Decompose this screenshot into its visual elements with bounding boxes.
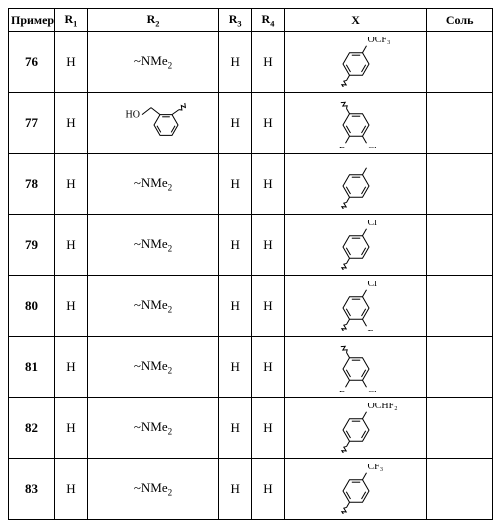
table-row: 82H~NMe2HHOCHF₂ [9,398,493,459]
svg-text:F: F [339,390,345,392]
table-row: 79H~NMe2HHCl [9,215,493,276]
cell-r3: H [219,154,252,215]
cell-x: OCHF₂ [284,398,426,459]
svg-text:Cl: Cl [367,146,377,148]
cell-r3: H [219,215,252,276]
cell-salt [427,154,493,215]
cell-r1: H [54,398,87,459]
cell-salt [427,32,493,93]
header-r4: R4 [252,9,285,32]
cell-x [284,154,426,215]
svg-text:F: F [339,146,345,148]
cell-salt [427,398,493,459]
compound-table: Пример R1 R2 R3 R4 X Соль 76H~NMe2HHOCF₃… [8,8,493,520]
table-row: 81H~NMe2HHFCl [9,337,493,398]
svg-text:CF₃: CF₃ [367,464,383,472]
cell-primer: 79 [9,215,55,276]
cell-x: F Cl [284,93,426,154]
svg-text:Cl: Cl [367,220,377,228]
cell-r4: H [252,337,285,398]
svg-text:Cl: Cl [367,390,377,392]
cell-r1: H [54,215,87,276]
header-r3: R3 [219,9,252,32]
cell-r4: H [252,398,285,459]
cell-primer: 82 [9,398,55,459]
cell-r3: H [219,337,252,398]
cell-r1: H [54,337,87,398]
cell-x: OCF₃ [284,32,426,93]
cell-r4: H [252,215,285,276]
cell-r1: H [54,32,87,93]
cell-r2: ~NMe2 [87,154,218,215]
cell-r1: H [54,93,87,154]
cell-r2: ~NMe2 [87,215,218,276]
cell-x: CF₃ [284,459,426,520]
cell-r2: ~NMe2 [87,276,218,337]
cell-salt [427,337,493,398]
svg-text:OCF₃: OCF₃ [367,37,390,45]
table-row: 77HHOHHFCl [9,93,493,154]
cell-salt [427,459,493,520]
table-row: 83H~NMe2HHCF₃ [9,459,493,520]
table-row: 78H~NMe2HH [9,154,493,215]
cell-r2: HO [87,93,218,154]
cell-r4: H [252,32,285,93]
cell-primer: 78 [9,154,55,215]
header-row: Пример R1 R2 R3 R4 X Соль [9,9,493,32]
cell-x: F Cl [284,337,426,398]
cell-x: Cl F [284,276,426,337]
header-x: X [284,9,426,32]
cell-salt [427,276,493,337]
svg-text:HO: HO [126,110,140,121]
table-row: 76H~NMe2HHOCF₃ [9,32,493,93]
header-primer: Пример [9,9,55,32]
cell-r3: H [219,32,252,93]
header-r2: R2 [87,9,218,32]
header-salt: Соль [427,9,493,32]
cell-r4: H [252,459,285,520]
cell-primer: 80 [9,276,55,337]
cell-r4: H [252,276,285,337]
cell-r2: ~NMe2 [87,32,218,93]
cell-r4: H [252,93,285,154]
cell-r3: H [219,93,252,154]
cell-r3: H [219,276,252,337]
cell-r3: H [219,459,252,520]
cell-r2: ~NMe2 [87,459,218,520]
svg-text:F: F [367,329,373,331]
cell-r2: ~NMe2 [87,398,218,459]
cell-r1: H [54,276,87,337]
cell-primer: 77 [9,93,55,154]
cell-primer: 81 [9,337,55,398]
cell-salt [427,93,493,154]
header-r1: R1 [54,9,87,32]
cell-primer: 83 [9,459,55,520]
cell-r3: H [219,398,252,459]
svg-text:Cl: Cl [367,281,377,289]
table-row: 80H~NMe2HHClF [9,276,493,337]
cell-r4: H [252,154,285,215]
cell-r1: H [54,154,87,215]
cell-salt [427,215,493,276]
cell-x: Cl [284,215,426,276]
svg-text:OCHF₂: OCHF₂ [367,403,397,411]
cell-primer: 76 [9,32,55,93]
cell-r2: ~NMe2 [87,337,218,398]
cell-r1: H [54,459,87,520]
